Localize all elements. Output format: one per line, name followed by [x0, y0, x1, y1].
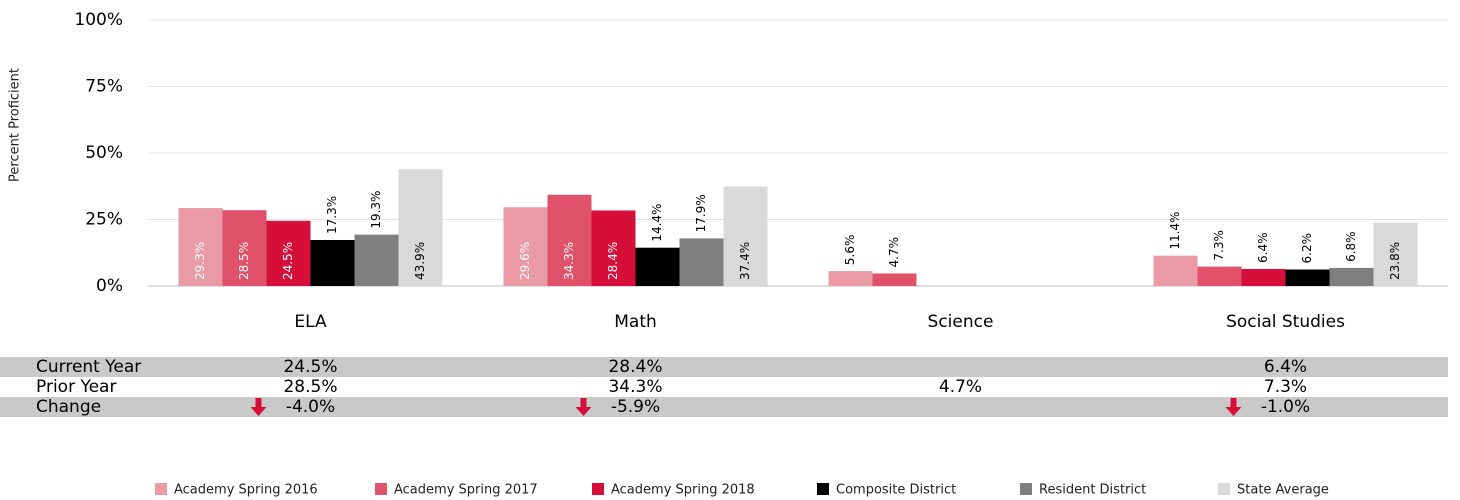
table-cell: 28.4%: [608, 357, 662, 377]
y-tick-label: 75%: [85, 77, 123, 97]
x-tick-label: Social Studies: [1226, 312, 1345, 332]
bar: [1285, 269, 1330, 286]
value-label: 6.8%: [1344, 231, 1358, 262]
down-arrow: [575, 398, 592, 416]
y-tick-label: 25%: [85, 210, 123, 230]
value-label: 5.6%: [843, 235, 857, 266]
bar: [828, 271, 873, 286]
value-label: 29.3%: [193, 242, 207, 280]
y-tick-label: 100%: [74, 10, 123, 30]
legend-swatch: [375, 483, 387, 495]
value-label: 43.9%: [413, 242, 427, 280]
bar: [503, 207, 548, 286]
table-cell: 7.3%: [1264, 377, 1307, 397]
legend-swatch: [817, 483, 829, 495]
y-tick-label: 50%: [85, 143, 123, 163]
table-cell: 34.3%: [608, 377, 662, 397]
bar: [635, 247, 680, 286]
bar: [222, 210, 267, 286]
value-label: 17.9%: [694, 194, 708, 232]
bar: [547, 194, 592, 286]
table-cell: 6.4%: [1264, 357, 1307, 377]
value-label: 28.4%: [606, 242, 620, 280]
bar: [591, 210, 636, 286]
table-cell: -1.0%: [1261, 397, 1310, 417]
value-label: 29.6%: [518, 242, 532, 280]
value-label: 7.3%: [1212, 230, 1226, 261]
bar: [310, 239, 355, 286]
value-label: 23.8%: [1388, 242, 1402, 280]
bar: [872, 273, 917, 286]
bar: [1153, 255, 1198, 286]
legend-label: Academy Spring 2017: [394, 483, 538, 498]
bar: [1241, 268, 1286, 286]
table-row-label: Current Year: [36, 357, 141, 377]
table-cell: 4.7%: [939, 377, 982, 397]
value-label: 6.2%: [1300, 233, 1314, 264]
value-label: 17.3%: [325, 196, 339, 234]
value-label: 14.4%: [650, 204, 664, 242]
bar: [679, 238, 724, 286]
legend-swatch: [592, 483, 604, 495]
table-cell: -4.0%: [286, 397, 335, 417]
legend-swatch: [1020, 483, 1032, 495]
legend-label: Academy Spring 2016: [174, 483, 318, 498]
x-tick-label: Math: [614, 312, 657, 332]
bar: [1373, 222, 1418, 286]
value-label: 11.4%: [1168, 212, 1182, 250]
bar: [398, 169, 443, 286]
down-arrow: [1225, 398, 1242, 416]
table-row-label: Change: [36, 397, 101, 417]
y-tick-label: 0%: [96, 276, 123, 296]
value-label: 24.5%: [281, 242, 295, 280]
down-arrow: [250, 398, 267, 416]
legend-label: Academy Spring 2018: [611, 483, 755, 498]
legend-swatch: [155, 483, 167, 495]
table-cell: -5.9%: [611, 397, 660, 417]
table-row-band: [0, 397, 1448, 417]
legend-label: State Average: [1237, 483, 1329, 498]
bar: [723, 186, 768, 286]
bar: [1329, 267, 1374, 286]
table-cell: 24.5%: [283, 357, 337, 377]
x-tick-label: ELA: [294, 312, 327, 332]
value-label: 37.4%: [738, 242, 752, 280]
value-label: 6.4%: [1256, 232, 1270, 263]
bar: [1197, 266, 1242, 286]
value-label: 34.3%: [562, 242, 576, 280]
x-tick-label: Science: [928, 312, 994, 332]
y-axis-label: Percent Proficient: [8, 68, 23, 182]
legend-label: Composite District: [836, 483, 956, 498]
table-row-label: Prior Year: [36, 377, 116, 397]
table-row-band: [0, 357, 1448, 377]
value-label: 19.3%: [369, 191, 383, 229]
value-label: 4.7%: [887, 237, 901, 268]
table-cell: 28.5%: [283, 377, 337, 397]
bar: [178, 208, 223, 286]
bar: [354, 234, 399, 286]
value-label: 28.5%: [237, 242, 251, 280]
bar: [266, 220, 311, 286]
legend-label: Resident District: [1039, 483, 1146, 498]
legend-swatch: [1218, 483, 1230, 495]
